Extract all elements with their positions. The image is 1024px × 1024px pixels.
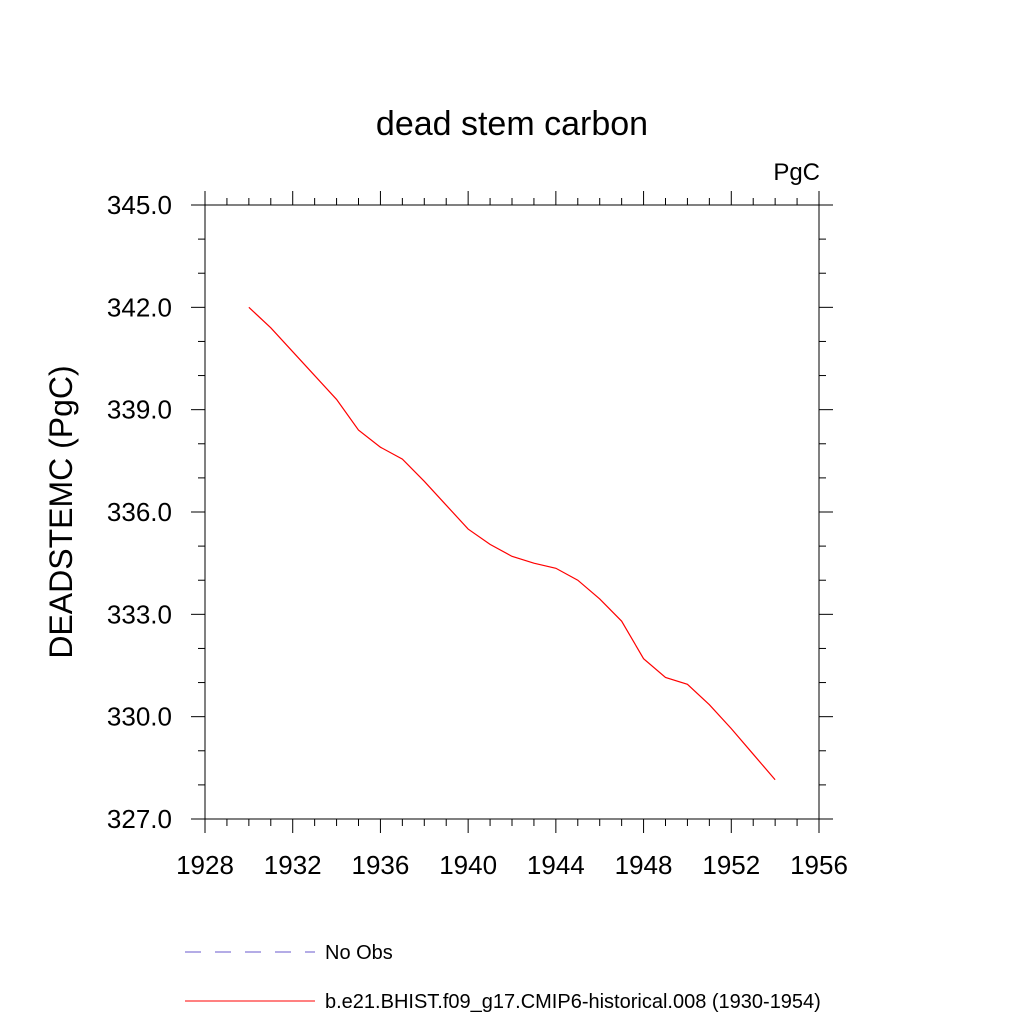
x-tick-label: 1956 xyxy=(790,850,848,880)
y-tick-label: 333.0 xyxy=(107,599,172,629)
legend-label-no-obs: No Obs xyxy=(325,942,393,964)
legend: No Obs b.e21.BHIST.f09_g17.CMIP6-histori… xyxy=(185,942,821,1013)
y-tick-label: 342.0 xyxy=(107,292,172,322)
x-tick-label: 1944 xyxy=(527,850,585,880)
y-axis-label: DEADSTEMC (PgC) xyxy=(43,365,79,658)
x-tick-label: 1932 xyxy=(264,850,322,880)
series-line-1 xyxy=(248,306,776,781)
chart-title: dead stem carbon xyxy=(376,105,648,143)
x-tick-label: 1928 xyxy=(176,850,234,880)
units-label: PgC xyxy=(773,159,820,186)
plot-frame xyxy=(204,204,820,820)
x-tick-label: 1948 xyxy=(615,850,673,880)
x-axis-ticks: 1928 1932 1936 1940 1944 1948 1952 1956 xyxy=(176,191,848,880)
x-tick-label: 1936 xyxy=(352,850,410,880)
x-tick-label: 1952 xyxy=(702,850,760,880)
y-tick-label: 345.0 xyxy=(107,190,172,220)
y-tick-label: 339.0 xyxy=(107,395,172,425)
y-tick-label: 327.0 xyxy=(107,804,172,834)
y-tick-label: 330.0 xyxy=(107,702,172,732)
legend-label-model-run: b.e21.BHIST.f09_g17.CMIP6-historical.008… xyxy=(325,991,821,1013)
series-layer xyxy=(248,306,776,781)
y-tick-label: 336.0 xyxy=(107,497,172,527)
x-tick-label: 1940 xyxy=(439,850,497,880)
y-axis-ticks: 327.0 330.0 333.0 336.0 339.0 342.0 345.0 xyxy=(107,190,833,834)
